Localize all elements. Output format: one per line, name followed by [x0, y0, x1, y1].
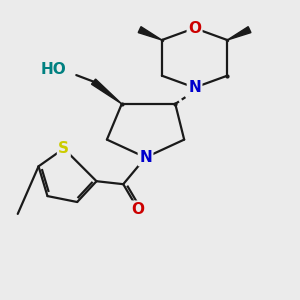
Text: O: O [132, 202, 145, 217]
Text: N: N [139, 150, 152, 165]
Text: S: S [58, 141, 69, 156]
Polygon shape [138, 27, 162, 40]
Text: O: O [188, 21, 201, 36]
Text: N: N [188, 80, 201, 95]
Polygon shape [227, 27, 251, 40]
Polygon shape [92, 79, 122, 104]
Text: HO: HO [41, 62, 67, 77]
